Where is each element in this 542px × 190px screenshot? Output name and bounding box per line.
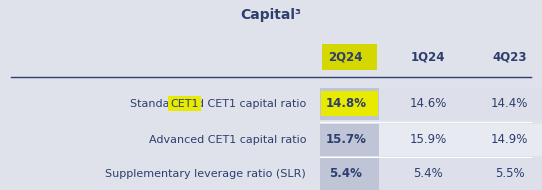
Text: 15.9%: 15.9% [410, 133, 447, 146]
Text: 1Q24: 1Q24 [411, 51, 446, 63]
Text: 15.7%: 15.7% [325, 133, 366, 146]
Text: CET1 capital ratio: CET1 capital ratio [208, 99, 306, 108]
Bar [320, 124, 542, 156]
Bar [320, 124, 379, 156]
Bar [320, 88, 542, 120]
Text: 2Q24: 2Q24 [328, 51, 363, 63]
Bar [322, 44, 377, 70]
Text: Standardized CET1 capital ratio: Standardized CET1 capital ratio [130, 99, 306, 108]
Text: 14.6%: 14.6% [410, 97, 447, 110]
Text: 5.4%: 5.4% [414, 167, 443, 180]
Text: 14.8%: 14.8% [325, 97, 366, 110]
Bar [321, 91, 378, 116]
Text: 4Q23: 4Q23 [492, 51, 527, 63]
Text: 5.4%: 5.4% [330, 167, 362, 180]
Text: 14.4%: 14.4% [491, 97, 528, 110]
Text: 14.9%: 14.9% [491, 133, 528, 146]
Text: Standardized CET1 capital ratio: Standardized CET1 capital ratio [130, 99, 306, 108]
Text: 5.5%: 5.5% [495, 167, 524, 180]
Text: Supplementary leverage ratio (SLR): Supplementary leverage ratio (SLR) [106, 169, 306, 179]
Bar [320, 158, 379, 190]
Text: Advanced CET1 capital ratio: Advanced CET1 capital ratio [149, 135, 306, 145]
Text: Capital³: Capital³ [241, 8, 301, 22]
Bar [320, 88, 379, 120]
Text: CET1: CET1 [170, 99, 199, 108]
Bar [320, 158, 542, 190]
